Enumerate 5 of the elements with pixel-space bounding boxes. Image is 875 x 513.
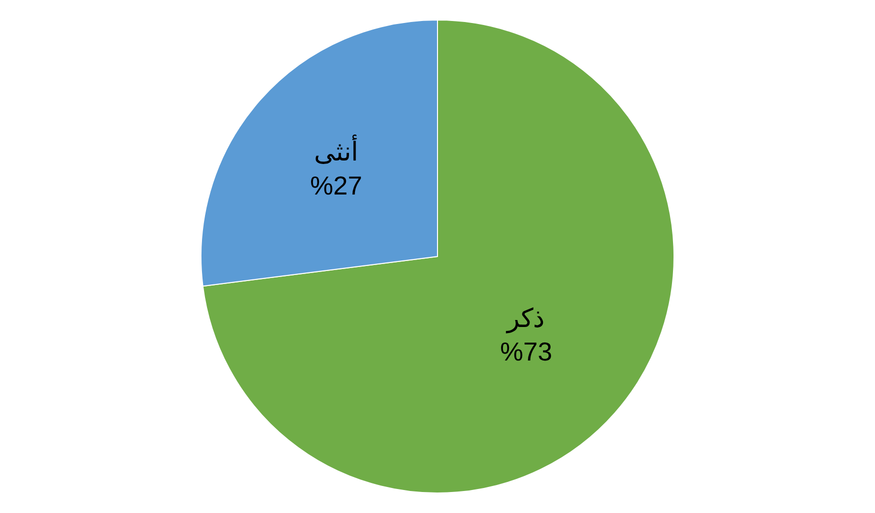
slice-label: ذكر	[505, 302, 546, 334]
data-label: %27	[310, 170, 362, 201]
pie-slice	[202, 20, 674, 494]
slice-label: أنثى	[314, 134, 358, 167]
data-label: %73	[500, 336, 552, 367]
